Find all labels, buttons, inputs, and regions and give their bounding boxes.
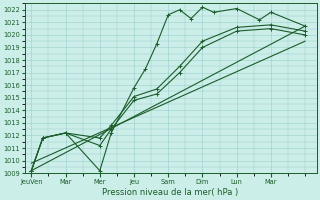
X-axis label: Pression niveau de la mer( hPa ): Pression niveau de la mer( hPa ) bbox=[102, 188, 239, 197]
